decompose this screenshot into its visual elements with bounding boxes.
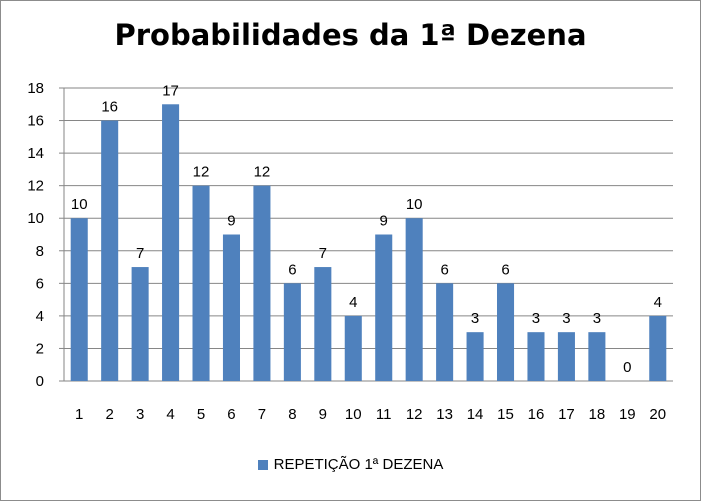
x-tick-label: 5 (197, 406, 205, 423)
bar (436, 283, 454, 381)
bar (557, 332, 575, 381)
chart-title: Probabilidades da 1ª Dezena (114, 18, 587, 52)
bar (70, 218, 88, 381)
x-tick-label: 12 (406, 406, 423, 423)
data-label: 0 (623, 359, 631, 376)
bar (405, 218, 423, 381)
legend: REPETIÇÃO 1ª DEZENA (0, 456, 701, 473)
x-tick-label: 14 (467, 406, 484, 423)
data-label: 4 (349, 294, 357, 311)
x-tick-label: 11 (376, 406, 392, 423)
data-label: 7 (136, 245, 144, 262)
x-tick-label: 7 (258, 406, 266, 423)
x-tick-label: 19 (619, 406, 636, 423)
bar (344, 315, 362, 381)
y-tick-label: 0 (36, 373, 44, 390)
y-tick-label: 16 (27, 113, 44, 130)
bar (496, 283, 515, 381)
data-label: 4 (654, 294, 662, 311)
bar (527, 332, 545, 381)
x-tick-label: 20 (649, 406, 666, 423)
data-label: 17 (162, 82, 179, 99)
bar (314, 267, 332, 381)
y-tick-label: 10 (27, 210, 44, 227)
x-tick-label: 1 (75, 406, 83, 423)
data-label: 10 (71, 196, 88, 213)
y-tick-label: 6 (36, 275, 44, 292)
y-tick-label: 18 (27, 80, 44, 97)
data-label: 7 (319, 245, 327, 262)
y-tick-label: 12 (27, 178, 44, 195)
x-tick-label: 17 (558, 406, 575, 423)
bar (283, 283, 301, 381)
bar (375, 234, 393, 381)
data-label: 3 (562, 310, 570, 327)
legend-label: REPETIÇÃO 1ª DEZENA (273, 456, 444, 473)
data-label: 3 (532, 310, 540, 327)
x-tick-label: 6 (227, 406, 235, 423)
bar (192, 185, 210, 381)
data-label: 9 (380, 213, 388, 230)
x-tick-label: 8 (288, 406, 296, 423)
data-label: 6 (440, 261, 448, 278)
bar (101, 120, 119, 382)
data-label: 6 (288, 261, 296, 278)
data-label: 10 (406, 196, 423, 213)
x-tick-label: 3 (136, 406, 144, 423)
x-tick-label: 13 (436, 406, 453, 423)
y-tick-label: 2 (36, 340, 44, 357)
data-label: 6 (501, 261, 509, 278)
data-label: 16 (101, 99, 118, 116)
data-label: 12 (254, 164, 271, 181)
bar (131, 267, 149, 381)
bar (649, 315, 667, 381)
data-label: 3 (471, 310, 479, 327)
data-label: 3 (593, 310, 601, 327)
bar (222, 234, 241, 381)
x-tick-label: 9 (319, 406, 327, 423)
x-tick-label: 18 (589, 406, 606, 423)
legend-swatch (257, 459, 268, 470)
bar (162, 104, 180, 382)
y-tick-label: 14 (27, 145, 44, 162)
y-tick-label: 8 (36, 243, 44, 260)
y-tick-label: 4 (36, 308, 44, 325)
x-tick-label: 2 (106, 406, 114, 423)
data-label: 12 (193, 164, 210, 181)
x-tick-label: 4 (166, 406, 174, 423)
x-tick-label: 10 (345, 406, 362, 423)
x-tick-label: 16 (528, 406, 545, 423)
bar (588, 332, 606, 381)
bar (253, 185, 271, 381)
bar (466, 332, 484, 381)
x-tick-label: 15 (497, 406, 514, 423)
data-label: 9 (227, 213, 235, 230)
